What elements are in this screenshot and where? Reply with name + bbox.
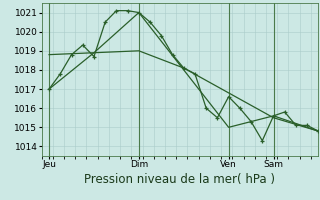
X-axis label: Pression niveau de la mer( hPa ): Pression niveau de la mer( hPa ) [84,173,276,186]
